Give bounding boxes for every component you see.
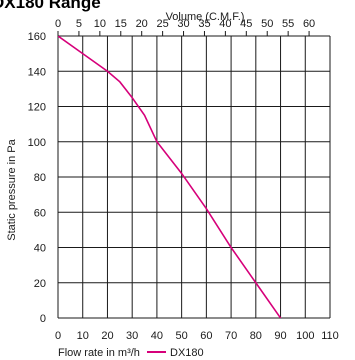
y-tick-label: 100 — [28, 137, 46, 149]
x-tick-label: 110 — [321, 330, 339, 342]
x-tick-label: 20 — [101, 330, 113, 342]
y-tick-label: 40 — [34, 243, 46, 255]
x-tick-label: 100 — [296, 330, 314, 342]
grid — [57, 35, 331, 319]
top-tick-label: 10 — [94, 18, 106, 30]
top-axis-label: Volume (C.M.F.) — [166, 11, 245, 23]
top-tick-label: 35 — [198, 18, 210, 30]
top-tick-label: 55 — [282, 18, 294, 30]
top-tick-label: 25 — [156, 18, 168, 30]
top-tick-label: 0 — [55, 18, 61, 30]
y-axis-label: Static pressure in Pa — [6, 138, 18, 240]
x-axis-label: Flow rate in m³/h — [58, 347, 140, 359]
top-tick-label: 45 — [240, 18, 252, 30]
y-tick-label: 0 — [40, 313, 46, 325]
legend-label: DX180 — [170, 347, 204, 359]
y-tick-label: 140 — [28, 66, 46, 78]
y-tick-label: 20 — [34, 278, 46, 290]
series-line-dx180 — [58, 36, 282, 318]
x-tick-label: 30 — [126, 330, 138, 342]
chart-title: DX180 Range — [0, 0, 101, 12]
axis-ticks: 0 10 20 30 40 50 60 70 80 90 100 110020406080100120… — [28, 18, 339, 342]
y-tick-label: 160 — [28, 31, 46, 43]
top-tick-label: 30 — [177, 18, 189, 30]
y-tick-label: 60 — [34, 207, 46, 219]
top-tick-label: 40 — [219, 18, 231, 30]
y-tick-label: 120 — [28, 102, 46, 114]
top-tick-label: 60 — [303, 18, 315, 30]
x-tick-label: 90 — [274, 330, 286, 342]
x-tick-label: 40 — [151, 330, 163, 342]
x-tick-label: 0 — [55, 330, 61, 342]
x-tick-label: 10 — [77, 330, 89, 342]
top-tick-label: 50 — [261, 18, 273, 30]
x-tick-label: 80 — [250, 330, 262, 342]
top-tick-label: 20 — [136, 18, 148, 30]
x-tick-label: 60 — [200, 330, 212, 342]
x-tick-label: 50 — [176, 330, 188, 342]
y-tick-label: 80 — [34, 172, 46, 184]
x-tick-label: 70 — [225, 330, 237, 342]
top-tick-label: 15 — [115, 18, 127, 30]
top-tick-label: 5 — [76, 18, 82, 30]
